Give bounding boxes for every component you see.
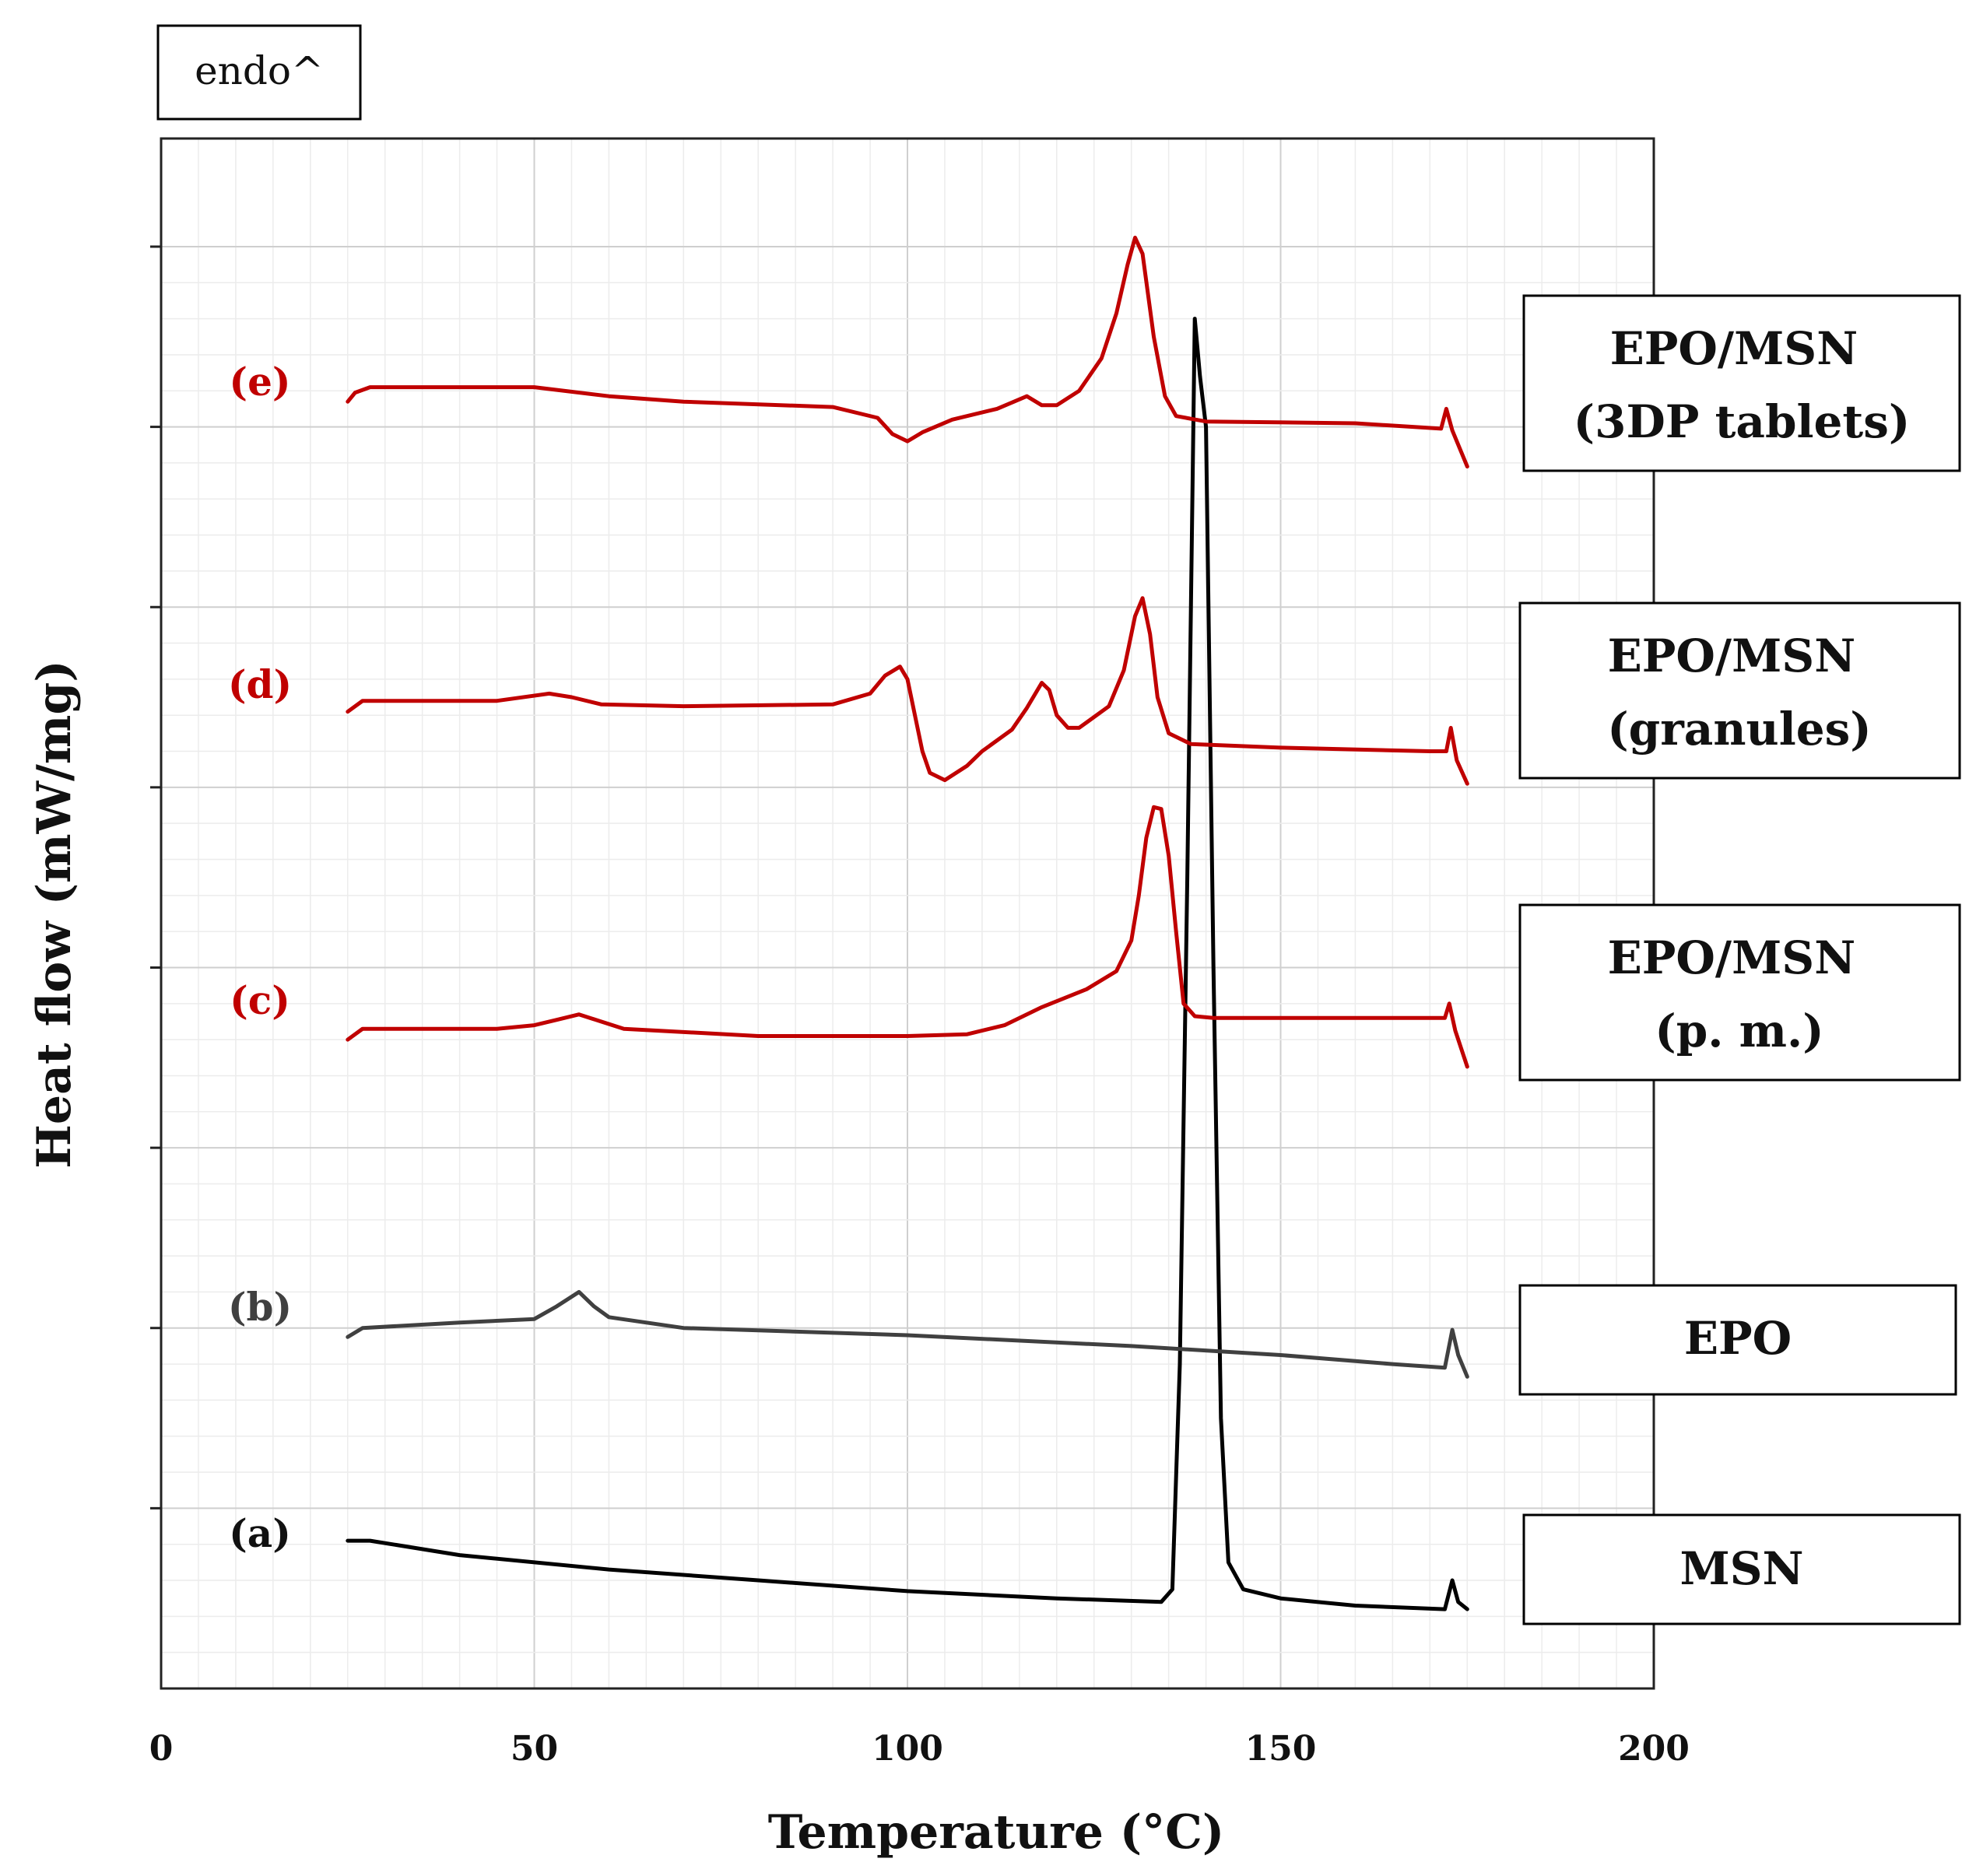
series-letter-d: (d) — [228, 661, 292, 707]
legend-label-d-line2: (granules) — [1607, 703, 1872, 756]
series-letter-a: (a) — [229, 1510, 291, 1556]
legend-box-epo-msn-3dp: EPO/MSN (3DP tablets) — [1522, 294, 1961, 472]
x-tick-label: 50 — [511, 1729, 558, 1769]
svg-text:EPO/MSN (granules): EPO/MSN (granules) — [1607, 629, 1872, 756]
x-tick-label: 0 — [149, 1729, 174, 1769]
series-line-d — [346, 596, 1469, 786]
legend-label-a: MSN — [1679, 1542, 1803, 1595]
y-axis-title: Heat flow (mW/mg) — [27, 660, 82, 1169]
legend-box-msn: MSN — [1522, 1513, 1961, 1625]
endo-annotation: endo^ — [156, 24, 362, 121]
series-letter-b: (b) — [228, 1284, 292, 1330]
legend-label-c-line2: (p. m.) — [1655, 1005, 1823, 1057]
legend-box-epo-msn-granules: EPO/MSN (granules) — [1518, 601, 1961, 780]
series-line-a — [346, 317, 1469, 1611]
x-tick-label: 150 — [1245, 1729, 1317, 1769]
svg-text:EPO/MSN (p. m.): EPO/MSN (p. m.) — [1608, 931, 1872, 1057]
legend-box-epo: EPO — [1518, 1284, 1957, 1396]
legend-box-epo-msn-pm: EPO/MSN (p. m.) — [1518, 903, 1961, 1082]
svg-text:EPO/MSN (3DP tablets): EPO/MSN (3DP tablets) — [1574, 322, 1911, 448]
legend-label-c-line1: EPO/MSN — [1608, 931, 1856, 984]
series-curves — [346, 235, 1469, 1611]
series-letter-e: (e) — [229, 359, 290, 405]
legend-label-d-line1: EPO/MSN — [1608, 629, 1856, 682]
series-line-e — [346, 235, 1469, 469]
x-tick-label: 100 — [872, 1729, 943, 1769]
series-letter-c: (c) — [230, 977, 290, 1023]
endo-annotation-text: endo^ — [195, 48, 324, 93]
legend-label-b: EPO — [1684, 1312, 1792, 1365]
legend-label-e-line1: EPO/MSN — [1610, 322, 1858, 375]
y-axis-ticks — [150, 245, 161, 1510]
legend-label-e-line2: (3DP tablets) — [1574, 395, 1911, 448]
series-line-b — [346, 1289, 1469, 1379]
x-axis-title: Temperature (°C) — [768, 1805, 1225, 1860]
series-letters: (e) (d) (c) (b) (a) — [228, 359, 292, 1556]
series-line-c — [346, 805, 1469, 1069]
x-axis-tick-labels: 0 50 100 150 200 — [149, 1729, 1690, 1769]
plot-grid — [161, 139, 1654, 1689]
x-tick-label: 200 — [1618, 1729, 1690, 1769]
